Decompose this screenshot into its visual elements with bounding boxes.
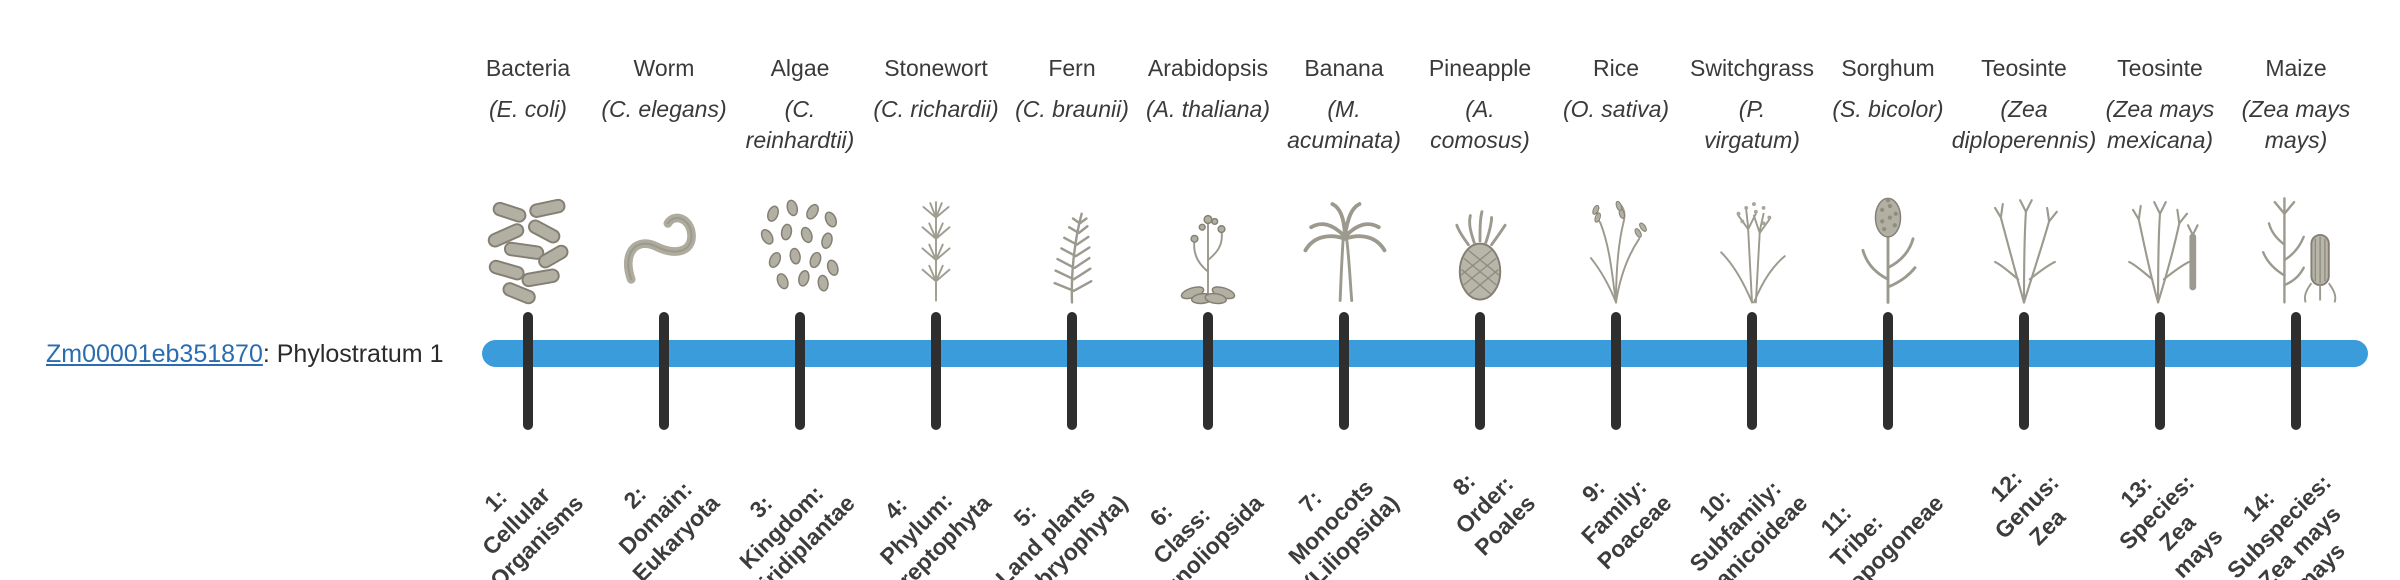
teosinte-icon (1944, 172, 2104, 314)
organism-scientific-name: (S. bicolor) (1832, 96, 1944, 122)
phylostratum-label: 3: Kingdom: Viridiplantae (734, 479, 861, 580)
organism-common-name: Banana (1304, 55, 1384, 81)
organism-column: Stonewort (C. richardii) 4: Phylum: Stre… (856, 0, 1016, 580)
tick-mark (1883, 312, 1893, 430)
gene-suffix: : Phylostratum 1 (262, 340, 444, 368)
phylostratum-label: 9: Family: Poaceae (1575, 473, 1677, 575)
organism-scientific-name: (M. acuminata) (1287, 96, 1401, 153)
phylostratum-label: 12: Genus: Zea (1984, 464, 2071, 551)
tick-mark (2291, 312, 2301, 430)
organism-column: Pineapple (A. comosus) 8: Order: Poales (1400, 0, 1560, 580)
organism-common-name: Teosinte (1981, 55, 2067, 81)
phylostratum-label: 7: Monocots (Liliopsida) (1283, 474, 1405, 580)
tick-mark (795, 312, 805, 430)
organism-common-name: Teosinte (2117, 55, 2203, 81)
tick-mark (1067, 312, 1077, 430)
organism-common-name: Arabidopsis (1147, 55, 1269, 81)
teosinte-icon (2080, 172, 2240, 314)
organism-common-name: Sorghum (1841, 55, 1935, 81)
phylostratum-label: 1: Cellular Organisms (476, 481, 589, 580)
organism-scientific-name: (C. braunii) (1015, 96, 1129, 122)
tick-mark (1747, 312, 1757, 430)
organism-scientific-name: (Zea diploperennis) (1951, 96, 2097, 153)
organism-column: Algae (C. reinhardtii) 3: Kingdom: Virid… (720, 0, 880, 580)
tick-mark (931, 312, 941, 430)
tick-mark (1611, 312, 1621, 430)
phylostratum-label: 8: Order: Poales (1447, 467, 1541, 561)
organism-scientific-name: (A. thaliana) (1145, 96, 1270, 122)
organism-column: Switchgrass (P. virgatum) 10: Subfamily:… (1672, 0, 1832, 580)
organism-scientific-name: (E. coli) (489, 96, 567, 122)
bacteria-icon (448, 172, 608, 314)
organism-column: Maize (Zea mays mays) 14: Subspecies: Ze… (2216, 0, 2376, 580)
fern-icon (992, 172, 1152, 314)
pineapple-icon (1400, 172, 1560, 314)
organism-common-name: Algae (770, 55, 830, 81)
tick-mark (2155, 312, 2165, 430)
organism-column: Rice (O. sativa) 9: Family: (1536, 0, 1696, 580)
organism-scientific-name: (A. comosus) (1430, 96, 1530, 153)
switchgrass-icon (1672, 172, 1832, 314)
organism-scientific-name: (C. reinhardtii) (745, 96, 855, 153)
phylostratum-label: 2: Domain: Eukaryota (613, 476, 725, 580)
organism-column: Banana (M. acuminata) 7: Monocots (Lilio… (1264, 0, 1424, 580)
banana-icon (1264, 172, 1424, 314)
organism-common-name: Worm (633, 55, 695, 81)
organism-common-name: Fern (1048, 55, 1096, 81)
organism-common-name: Switchgrass (1690, 55, 1814, 81)
organism-column: Sorghum (S. bicolor) 11: Tribe: Andropog… (1805, 0, 1968, 580)
tick-mark (523, 312, 533, 430)
organism-common-name: Pineapple (1428, 55, 1532, 81)
gene-label: Zm00001eb351870: Phylostratum 1 (46, 339, 444, 369)
organism-scientific-name: (O. sativa) (1562, 96, 1670, 122)
maize-icon (2216, 172, 2376, 314)
stonewort-icon (856, 172, 1016, 314)
organism-column: Worm (C. elegans) 2: Domain: Eukaryota (584, 0, 744, 580)
organism-scientific-name: (P. virgatum) (1704, 96, 1800, 153)
tick-mark (659, 312, 669, 430)
organism-common-name: Bacteria (485, 55, 571, 81)
organism-column: Teosinte (Zea diploperennis) 12: Genus: … (1944, 0, 2104, 580)
organism-scientific-name: (C. elegans) (601, 96, 727, 122)
organism-scientific-name: (Zea mays mays) (2241, 96, 2351, 153)
arabidopsis-icon (1128, 172, 1288, 314)
tick-mark (2019, 312, 2029, 430)
rice-icon (1536, 172, 1696, 314)
organism-common-name: Maize (2265, 55, 2327, 81)
organism-column: Fern (C. braunii) 5: Land plants (Embryo… (990, 0, 1152, 580)
organism-scientific-name: (Zea mays mexicana) (2105, 96, 2215, 153)
organism-column: Arabidopsis (A. thaliana) 6: Class: Mag (1128, 0, 1288, 580)
algae-icon (720, 172, 880, 314)
phylostratum-label: 14: Subspecies: Zea mays mays (2221, 469, 2350, 580)
organism-common-name: Rice (1592, 55, 1639, 81)
organism-column: Teosinte (Zea mays mexicana) 13: Species… (2080, 0, 2240, 580)
worm-icon (584, 172, 744, 314)
organism-scientific-name: (C. richardii) (873, 96, 999, 122)
organism-common-name: Stonewort (884, 55, 988, 81)
tick-mark (1203, 312, 1213, 430)
organism-column: Bacteria (E. coli) 1: Cellular Organisms (448, 0, 608, 580)
gene-link[interactable]: Zm00001eb351870 (46, 340, 263, 368)
tick-mark (1475, 312, 1485, 430)
sorghum-icon (1808, 172, 1968, 314)
tick-mark (1339, 312, 1349, 430)
